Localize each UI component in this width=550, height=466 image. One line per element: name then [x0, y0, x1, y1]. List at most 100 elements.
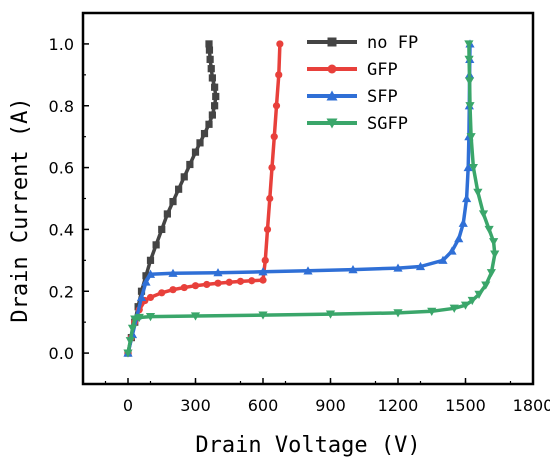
data-point	[168, 268, 178, 277]
data-point	[490, 250, 500, 259]
legend-label: no FP	[367, 33, 418, 53]
data-point	[205, 120, 213, 128]
data-point	[325, 310, 336, 319]
data-point	[466, 133, 476, 142]
legend-label: SGFP	[367, 114, 408, 134]
data-point	[266, 194, 274, 203]
data-point	[123, 349, 133, 358]
data-point	[464, 40, 474, 49]
data-point	[214, 279, 222, 287]
y-axis-title: Drain Current (A)	[8, 97, 33, 322]
data-point	[136, 292, 147, 302]
series-sgfp	[123, 40, 500, 358]
data-point	[465, 102, 475, 111]
legend-item: SGFP	[307, 114, 408, 134]
data-point	[467, 296, 477, 306]
data-point	[478, 210, 489, 219]
data-point	[275, 71, 283, 79]
x-axis-title: Drain Voltage (V)	[195, 433, 420, 458]
data-point	[473, 188, 483, 197]
ticks-layer: 0 300 600 900 1200 1500 1800 0.0 0.2 0.4 0.6 0.8 1.0	[49, 12, 550, 415]
data-point	[206, 55, 214, 63]
data-point	[207, 65, 215, 73]
legend-label: GFP	[367, 60, 398, 80]
data-point	[190, 312, 201, 321]
data-point	[415, 261, 426, 271]
x-tick-label: 1800	[513, 396, 550, 415]
legend-item: GFP	[307, 60, 398, 80]
data-point	[180, 173, 188, 181]
data-point	[263, 225, 272, 234]
data-point	[454, 234, 464, 243]
data-point	[191, 282, 200, 290]
data-point	[152, 241, 160, 249]
series-sfp	[123, 39, 475, 357]
legend-item: SFP	[307, 87, 398, 107]
data-point	[236, 277, 245, 285]
data-point	[484, 225, 494, 235]
legend-marker	[326, 118, 338, 129]
data-point	[468, 163, 478, 173]
y-tick-label: 0.2	[49, 282, 74, 301]
data-point	[213, 268, 223, 277]
y-tick-label: 0.4	[49, 220, 74, 239]
data-point	[127, 324, 138, 333]
data-point	[211, 102, 219, 110]
data-point	[225, 278, 233, 286]
legend-marker	[327, 64, 337, 74]
data-point	[186, 160, 194, 169]
data-point	[196, 139, 204, 147]
legend-marker	[327, 37, 337, 47]
data-point	[464, 55, 474, 64]
data-point	[141, 277, 151, 286]
data-point	[393, 309, 403, 318]
data-point	[464, 77, 475, 86]
data-point	[208, 111, 216, 119]
data-point	[427, 307, 437, 316]
data-point	[348, 265, 358, 274]
data-point	[163, 210, 171, 218]
y-tick-label: 0.8	[49, 97, 74, 116]
data-point	[474, 290, 484, 299]
data-point	[258, 267, 268, 276]
series-layer	[123, 39, 500, 358]
data-point	[203, 280, 211, 289]
data-point	[489, 238, 499, 247]
data-point	[125, 337, 135, 346]
data-point	[261, 256, 269, 264]
data-point	[145, 313, 156, 322]
data-point	[142, 272, 150, 280]
data-point	[258, 311, 268, 320]
data-point	[211, 83, 219, 91]
legend-label: SFP	[367, 87, 398, 107]
data-point	[158, 289, 166, 297]
data-point	[191, 148, 200, 156]
x-tick-label: 1200	[378, 396, 419, 415]
data-point	[270, 133, 278, 141]
data-point	[200, 129, 209, 138]
data-point	[205, 46, 214, 54]
data-point	[259, 276, 267, 284]
y-tick-label: 1.0	[49, 35, 74, 54]
data-point	[208, 74, 216, 82]
data-point	[169, 286, 177, 294]
data-point	[158, 225, 166, 234]
data-point	[146, 293, 155, 302]
data-point	[272, 102, 281, 110]
data-point	[460, 301, 471, 310]
x-tick-label: 300	[180, 396, 211, 415]
y-tick-label: 0.0	[49, 344, 74, 363]
data-point	[276, 40, 284, 48]
data-point	[134, 313, 144, 323]
data-point	[481, 281, 491, 290]
legend-marker	[326, 90, 338, 101]
data-point	[458, 218, 468, 227]
y-tick-label: 0.6	[49, 159, 74, 178]
data-point	[463, 162, 473, 172]
data-point	[268, 163, 276, 172]
data-point	[393, 263, 403, 272]
data-point	[146, 256, 155, 264]
data-point	[447, 246, 457, 255]
data-point	[449, 304, 459, 313]
